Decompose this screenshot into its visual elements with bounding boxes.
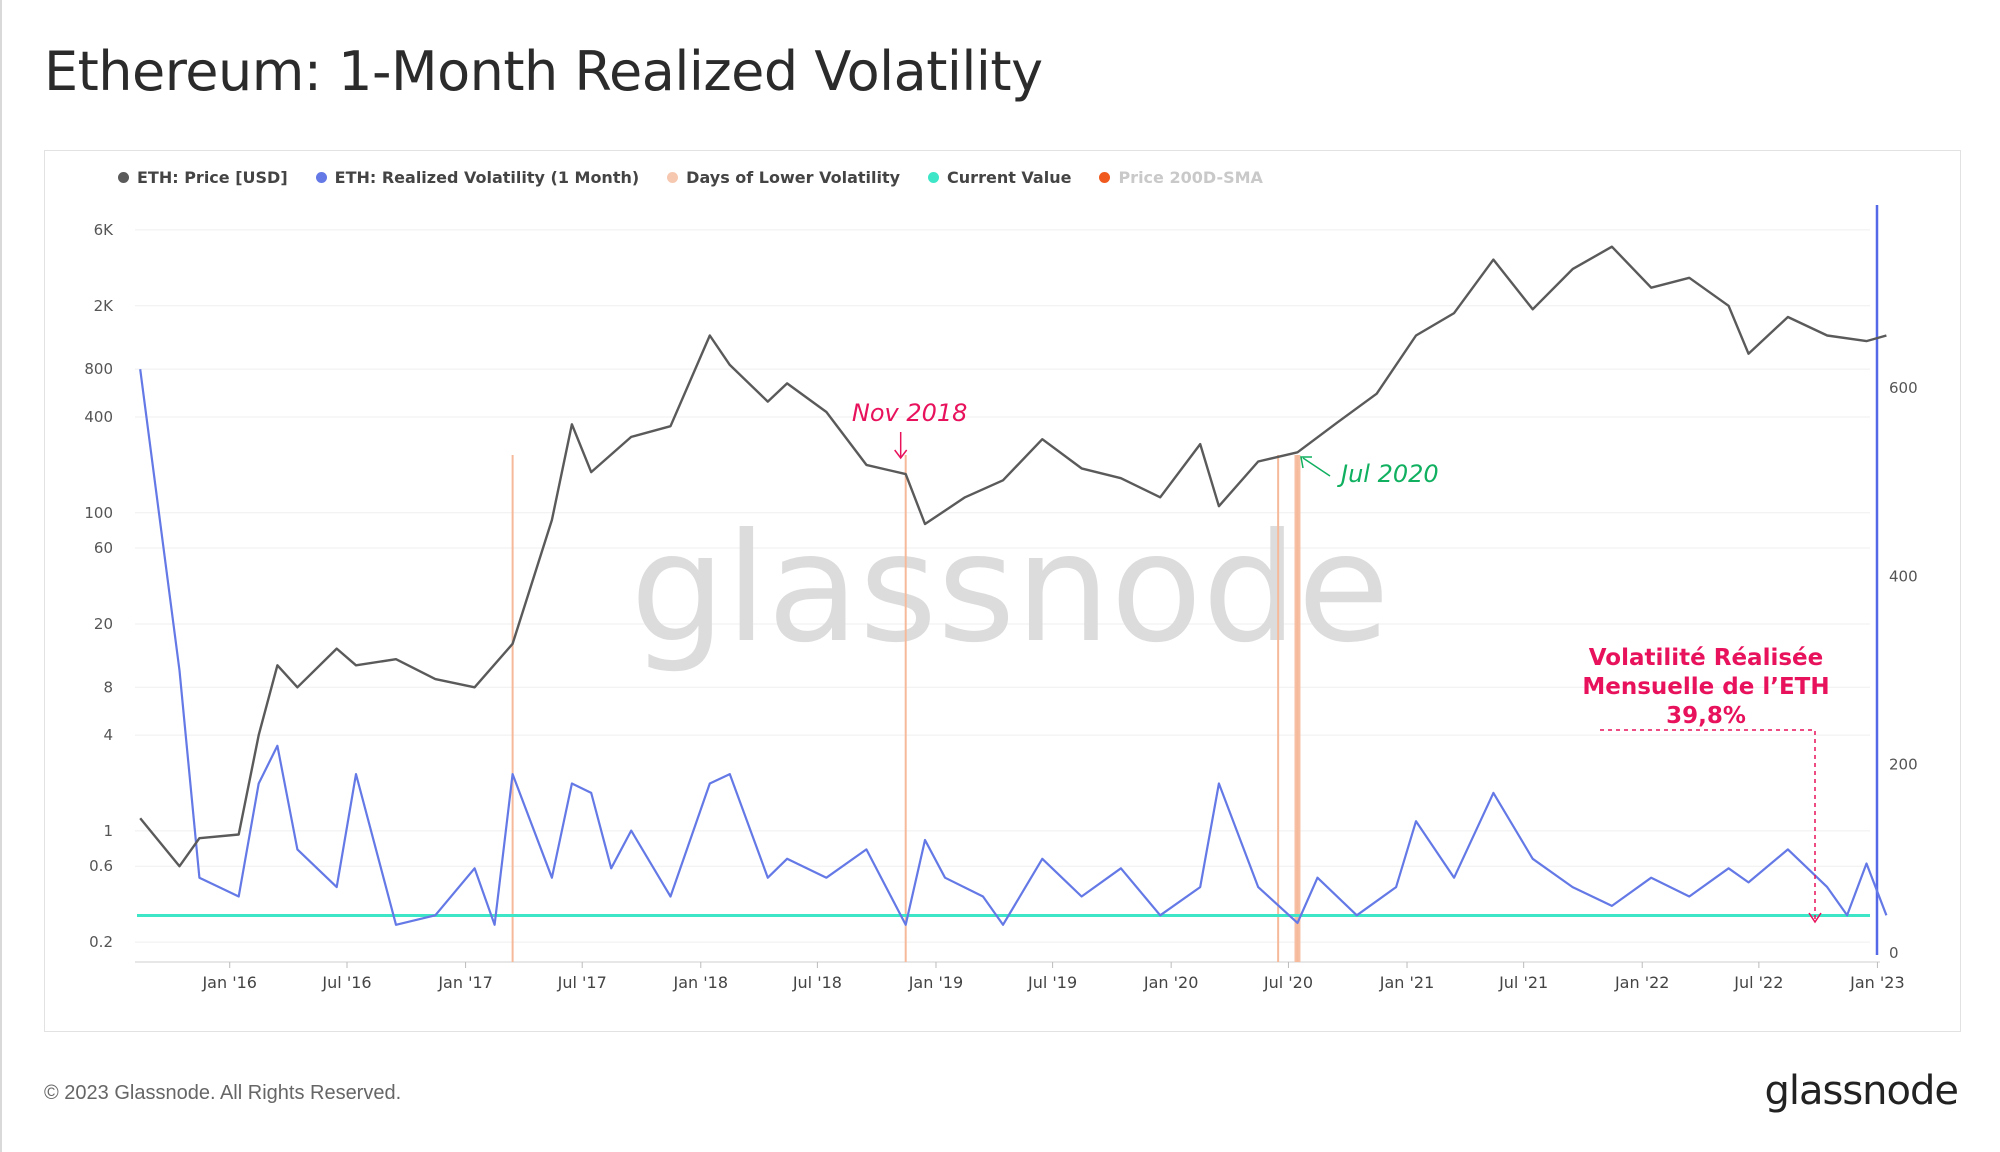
left-axis-tick: 20: [94, 615, 113, 633]
glassnode-logo: glassnode: [1764, 1068, 1959, 1114]
left-axis-tick: 1: [103, 822, 113, 840]
x-axis-tick: Jul '20: [1263, 973, 1313, 992]
legend-item[interactable]: ETH: Price [USD]: [118, 168, 288, 187]
x-axis-tick: Jul '19: [1027, 973, 1077, 992]
annotation-jul-2020: Jul 2020: [1337, 460, 1439, 488]
legend-item[interactable]: Price 200D-SMA: [1099, 168, 1263, 187]
x-axis-tick: Jan '20: [1143, 973, 1199, 992]
left-edge-border: [0, 0, 2, 1152]
right-axis-tick: 0: [1889, 944, 1899, 962]
legend-dot: [315, 172, 327, 183]
legend-label: ETH: Realized Volatility (1 Month): [334, 168, 640, 187]
right-axis-tick: 200: [1889, 756, 1918, 774]
price-series-line: [139, 245, 1887, 868]
legend-label: Price 200D-SMA: [1118, 168, 1263, 187]
x-axis-tick: Jan '21: [1379, 973, 1435, 992]
left-axis-tick: 4: [103, 726, 113, 744]
left-axis-tick: 0.2: [89, 933, 113, 951]
left-axis-tick: 2K: [94, 297, 115, 315]
x-axis-tick: Jan '19: [908, 973, 964, 992]
x-axis-tick: Jan '22: [1614, 973, 1670, 992]
x-axis-tick: Jan '23: [1849, 973, 1905, 992]
arrow-head: [1300, 456, 1312, 469]
legend-item[interactable]: Current Value: [928, 168, 1071, 187]
chart-legend: ETH: Price [USD] ETH: Realized Volatility…: [118, 168, 1263, 187]
left-axis-tick: 400: [84, 408, 113, 426]
legend-item[interactable]: Days of Lower Volatility: [667, 168, 900, 187]
legend-dot: [118, 172, 129, 183]
volatility-series-line: [139, 369, 1888, 926]
x-axis-tick: Jul '18: [792, 973, 842, 992]
x-axis-tick: Jul '22: [1733, 973, 1783, 992]
x-axis-tick: Jul '17: [557, 973, 607, 992]
callout-line-1: Volatilité Réalisée: [1589, 645, 1823, 671]
x-axis-tick: Jul '21: [1498, 973, 1548, 992]
legend-label: ETH: Price [USD]: [137, 168, 288, 187]
legend-label: Days of Lower Volatility: [686, 168, 901, 187]
legend-dot: [667, 172, 679, 183]
x-axis-tick: Jan '16: [201, 973, 257, 992]
x-axis-tick: Jan '17: [437, 973, 493, 992]
left-axis-tick: 6K: [94, 221, 115, 239]
watermark: glassnode: [630, 502, 1389, 676]
arrow-head: [894, 449, 908, 460]
legend-label: Current Value: [947, 168, 1072, 187]
x-axis-tick: Jan '18: [673, 973, 729, 992]
left-axis-tick: 8: [103, 678, 113, 696]
legend-dot: [928, 172, 940, 183]
annotation-nov-2018: Nov 2018: [852, 399, 968, 427]
left-axis-tick: 100: [84, 504, 113, 522]
left-axis-tick: 60: [94, 539, 113, 557]
callout-line-2: Mensuelle de l’ETH: [1582, 674, 1829, 700]
lower-volatility-band: [1294, 455, 1301, 962]
chart-title: Ethereum: 1-Month Realized Volatility: [44, 40, 1043, 103]
arrow-head: [1808, 912, 1822, 924]
callout-value: 39,8%: [1666, 703, 1746, 729]
x-axis-tick: Jul '16: [321, 973, 371, 992]
right-axis-tick: 400: [1889, 567, 1918, 585]
right-axis-tick: 600: [1889, 379, 1918, 397]
legend-item[interactable]: ETH: Realized Volatility (1 Month): [315, 168, 640, 187]
left-axis-tick: 800: [84, 360, 113, 378]
copyright-footer: © 2023 Glassnode. All Rights Reserved.: [44, 1082, 402, 1104]
legend-dot: [1099, 172, 1111, 183]
annotation-arrow: [1302, 457, 1331, 477]
left-axis-tick: 0.6: [89, 857, 113, 875]
